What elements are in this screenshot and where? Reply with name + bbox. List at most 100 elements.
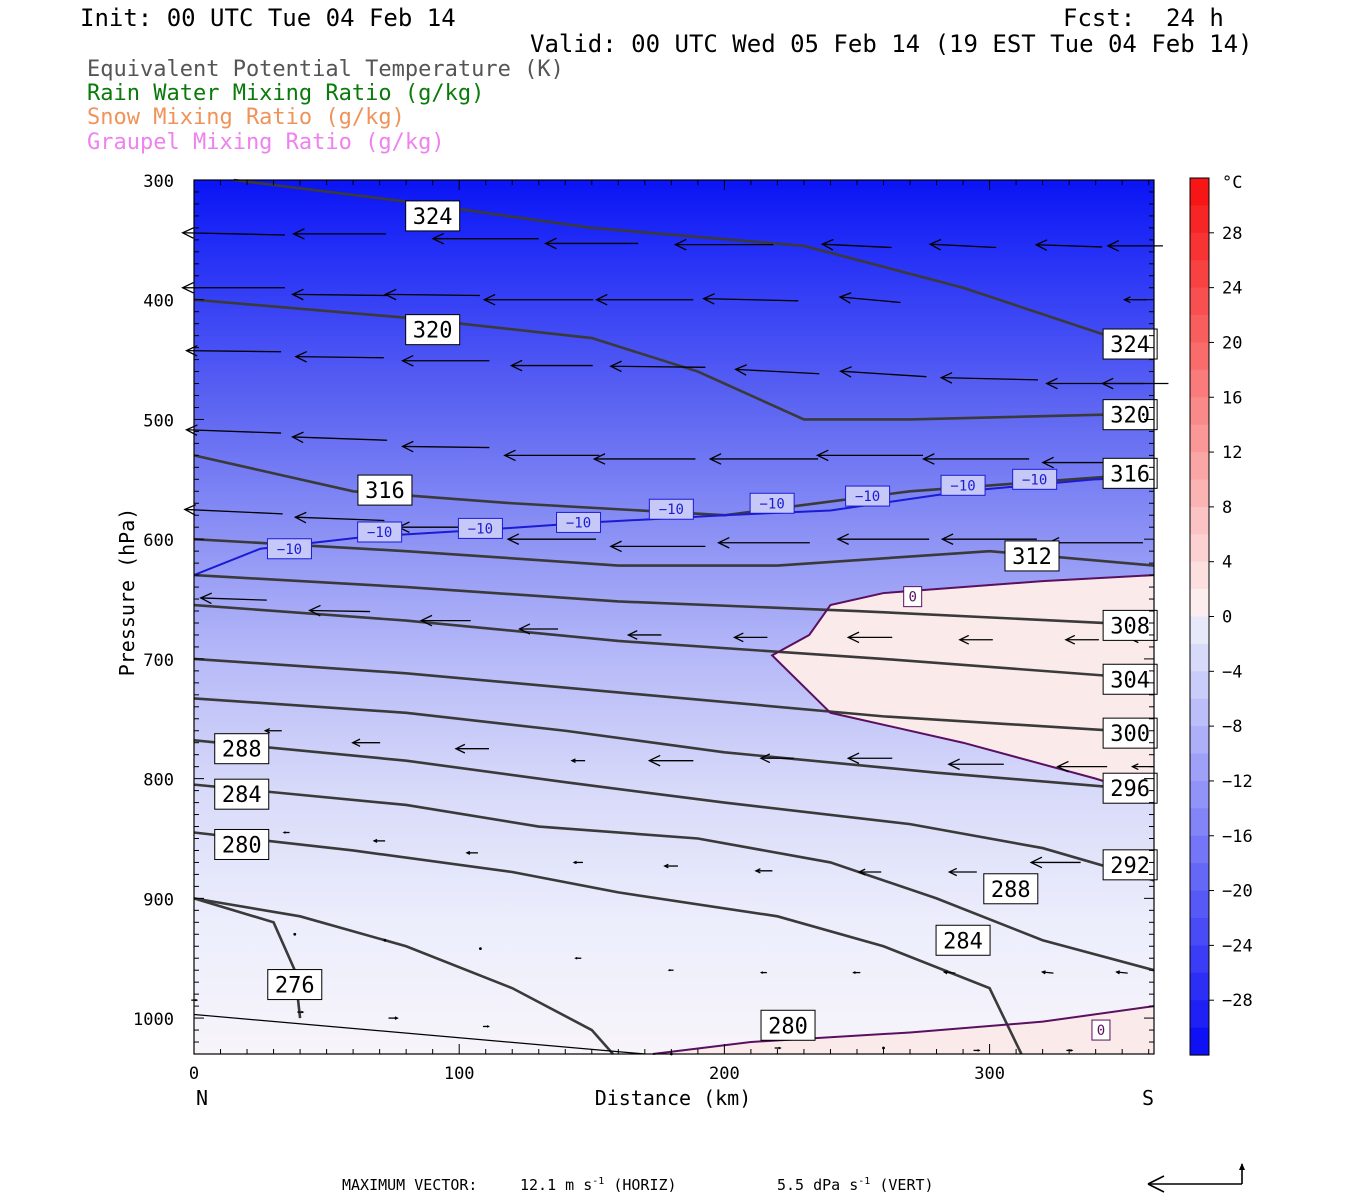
forecast-hour: 24 h	[1166, 4, 1224, 32]
svg-text:324: 324	[1110, 333, 1150, 358]
plot-frame	[193, 179, 1155, 1055]
wind-vector	[973, 1049, 981, 1052]
wind-vector	[570, 758, 586, 763]
theta-e-contour-324	[233, 178, 1155, 353]
svg-text:−10: −10	[566, 515, 591, 531]
theta-e-contour-292	[193, 739, 1155, 882]
colorbar-bin	[1190, 616, 1209, 645]
svg-text:320: 320	[1110, 404, 1150, 429]
wind-vector	[181, 227, 285, 239]
max-vector-horiz: 12.1 m s-1 (HORIZ)	[520, 1176, 677, 1194]
theta-e-contour-284	[193, 831, 1023, 1055]
theta-e-label-280: 280	[760, 1009, 816, 1041]
svg-text:288: 288	[991, 878, 1031, 903]
wind-vector	[308, 604, 371, 617]
wind-vector	[509, 359, 593, 372]
wind-vector	[815, 449, 924, 462]
svg-text:−10: −10	[367, 525, 392, 541]
colorbar-unit: °C	[1222, 173, 1242, 193]
svg-text:288: 288	[222, 738, 262, 763]
wind-vector	[1034, 239, 1103, 251]
init-time: Init: 00 UTC Tue 04 Feb 14	[80, 4, 456, 32]
wind-vector	[1029, 856, 1081, 869]
wind-vector	[465, 850, 478, 855]
wind-vector	[759, 971, 767, 974]
svg-text:−10: −10	[659, 502, 684, 518]
wind-vector	[708, 453, 819, 465]
colorbar-tick-label: −4	[1222, 662, 1242, 682]
temperature-label--10: −10	[357, 521, 403, 543]
svg-text:−10: −10	[1022, 472, 1047, 488]
colorbar-bin	[1190, 1000, 1209, 1029]
theta-e-contour-288	[193, 783, 1155, 972]
colorbar-bin	[1190, 232, 1209, 261]
wind-vector	[506, 533, 597, 545]
wind-vector	[351, 738, 381, 747]
wind-vector	[518, 623, 559, 635]
field-graupel-label: Graupel Mixing Ratio (g/kg)	[87, 130, 445, 155]
theta-e-label-296: 296	[1102, 772, 1158, 804]
colorbar-bin	[1190, 397, 1209, 426]
wind-vector	[1056, 760, 1108, 773]
svg-text:324: 324	[413, 205, 453, 230]
wind-vector	[572, 860, 583, 865]
max-vector-label: MAXIMUM VECTOR:	[342, 1176, 478, 1194]
y-tick-label: 900	[143, 890, 174, 910]
wind-vector	[181, 281, 285, 294]
y-tick-label: 500	[143, 411, 174, 431]
svg-text:276: 276	[275, 974, 315, 999]
colorbar-bin	[1190, 972, 1209, 1001]
theta-e-label-320: 320	[405, 314, 461, 346]
colorbar-tick-label: −16	[1222, 827, 1253, 847]
colorbar-bin	[1190, 205, 1209, 234]
wind-vector	[291, 431, 388, 444]
colorbar-bin	[1190, 753, 1209, 782]
wind-vector	[852, 971, 861, 975]
temperature-contour-0	[652, 1005, 1155, 1055]
wind-vector	[183, 504, 283, 516]
colorbar-bin	[1190, 780, 1209, 809]
svg-text:296: 296	[1110, 777, 1150, 802]
colorbar-bin	[1190, 369, 1209, 398]
theta-e-label-292: 292	[1102, 849, 1158, 881]
y-tick-label: 800	[143, 771, 174, 791]
colorbar-tick-label: 8	[1222, 498, 1232, 518]
y-tick-label: 700	[143, 651, 174, 671]
theta-e-contour-308	[193, 573, 1155, 627]
wind-vector	[939, 372, 1038, 384]
theta-e-label-284: 284	[214, 778, 270, 810]
svg-text:−10: −10	[468, 521, 493, 537]
temperature-label--10: −10	[266, 538, 312, 560]
theta-e-label-308: 308	[1102, 609, 1158, 641]
theta-e-label-280: 280	[214, 828, 270, 860]
wind-vector	[839, 366, 927, 378]
colorbar-tick-label: −24	[1222, 936, 1253, 956]
wind-vector	[503, 449, 600, 462]
wind-vector	[836, 533, 930, 545]
x-end-label-left: N	[196, 1086, 208, 1110]
theta-e-label-320: 320	[1102, 399, 1158, 431]
wind-vector	[594, 293, 694, 306]
temperature-contour-0	[770, 574, 1155, 798]
svg-text:292: 292	[1110, 854, 1150, 879]
svg-text:284: 284	[943, 929, 983, 954]
wind-vector	[673, 238, 774, 251]
svg-text:320: 320	[413, 319, 453, 344]
wind-vector	[1122, 296, 1147, 304]
wind-vector	[626, 630, 662, 640]
svg-text:304: 304	[1110, 668, 1150, 693]
wind-vector	[1115, 970, 1128, 975]
wind-vector	[454, 743, 489, 754]
theta-e-contour-280	[193, 897, 614, 1055]
colorbar-bin	[1190, 671, 1209, 700]
wind-vector	[857, 868, 882, 876]
svg-text:316: 316	[365, 479, 405, 504]
y-tick-label: 1000	[133, 1010, 174, 1030]
temperature-label--10: −10	[940, 474, 986, 496]
colorbar-bin	[1190, 890, 1209, 919]
wind-vector	[922, 453, 1030, 465]
wind-vector	[383, 288, 480, 301]
colorbar-bin	[1190, 506, 1209, 535]
theta-e-label-316: 316	[357, 474, 413, 506]
colorbar-bin	[1190, 260, 1209, 289]
